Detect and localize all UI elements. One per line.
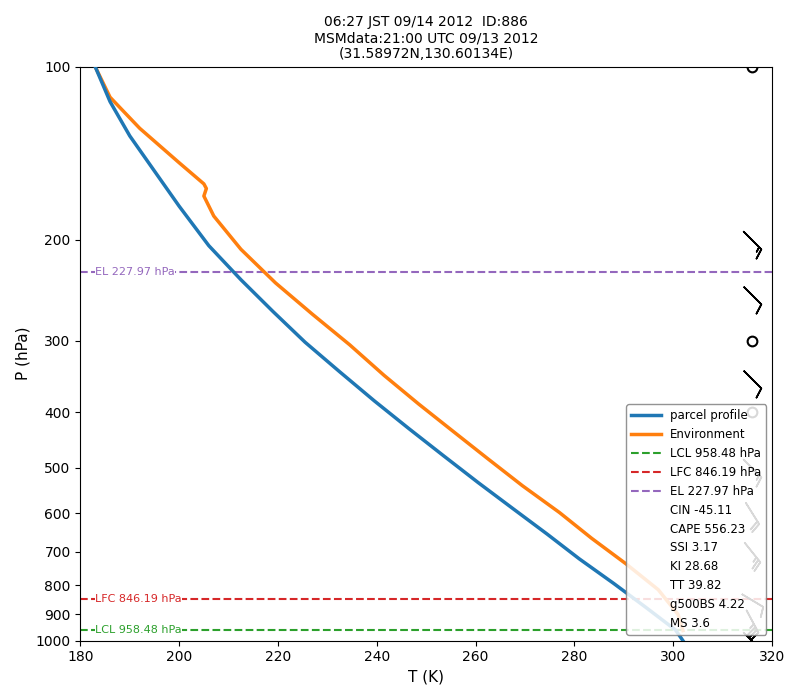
Text: LCL 958.48 hPa: LCL 958.48 hPa: [95, 625, 182, 635]
X-axis label: T (K): T (K): [408, 670, 444, 685]
Y-axis label: P (hPa): P (hPa): [15, 327, 30, 381]
Title: 06:27 JST 09/14 2012  ID:886
MSMdata:21:00 UTC 09/13 2012
(31.58972N,130.60134E): 06:27 JST 09/14 2012 ID:886 MSMdata:21:0…: [314, 15, 538, 62]
Text: EL 227.97 hPa: EL 227.97 hPa: [95, 267, 175, 277]
Text: LFC 846.19 hPa: LFC 846.19 hPa: [95, 594, 182, 604]
Legend: parcel profile, Environment, LCL 958.48 hPa, LFC 846.19 hPa, EL 227.97 hPa, CIN : parcel profile, Environment, LCL 958.48 …: [626, 405, 766, 635]
